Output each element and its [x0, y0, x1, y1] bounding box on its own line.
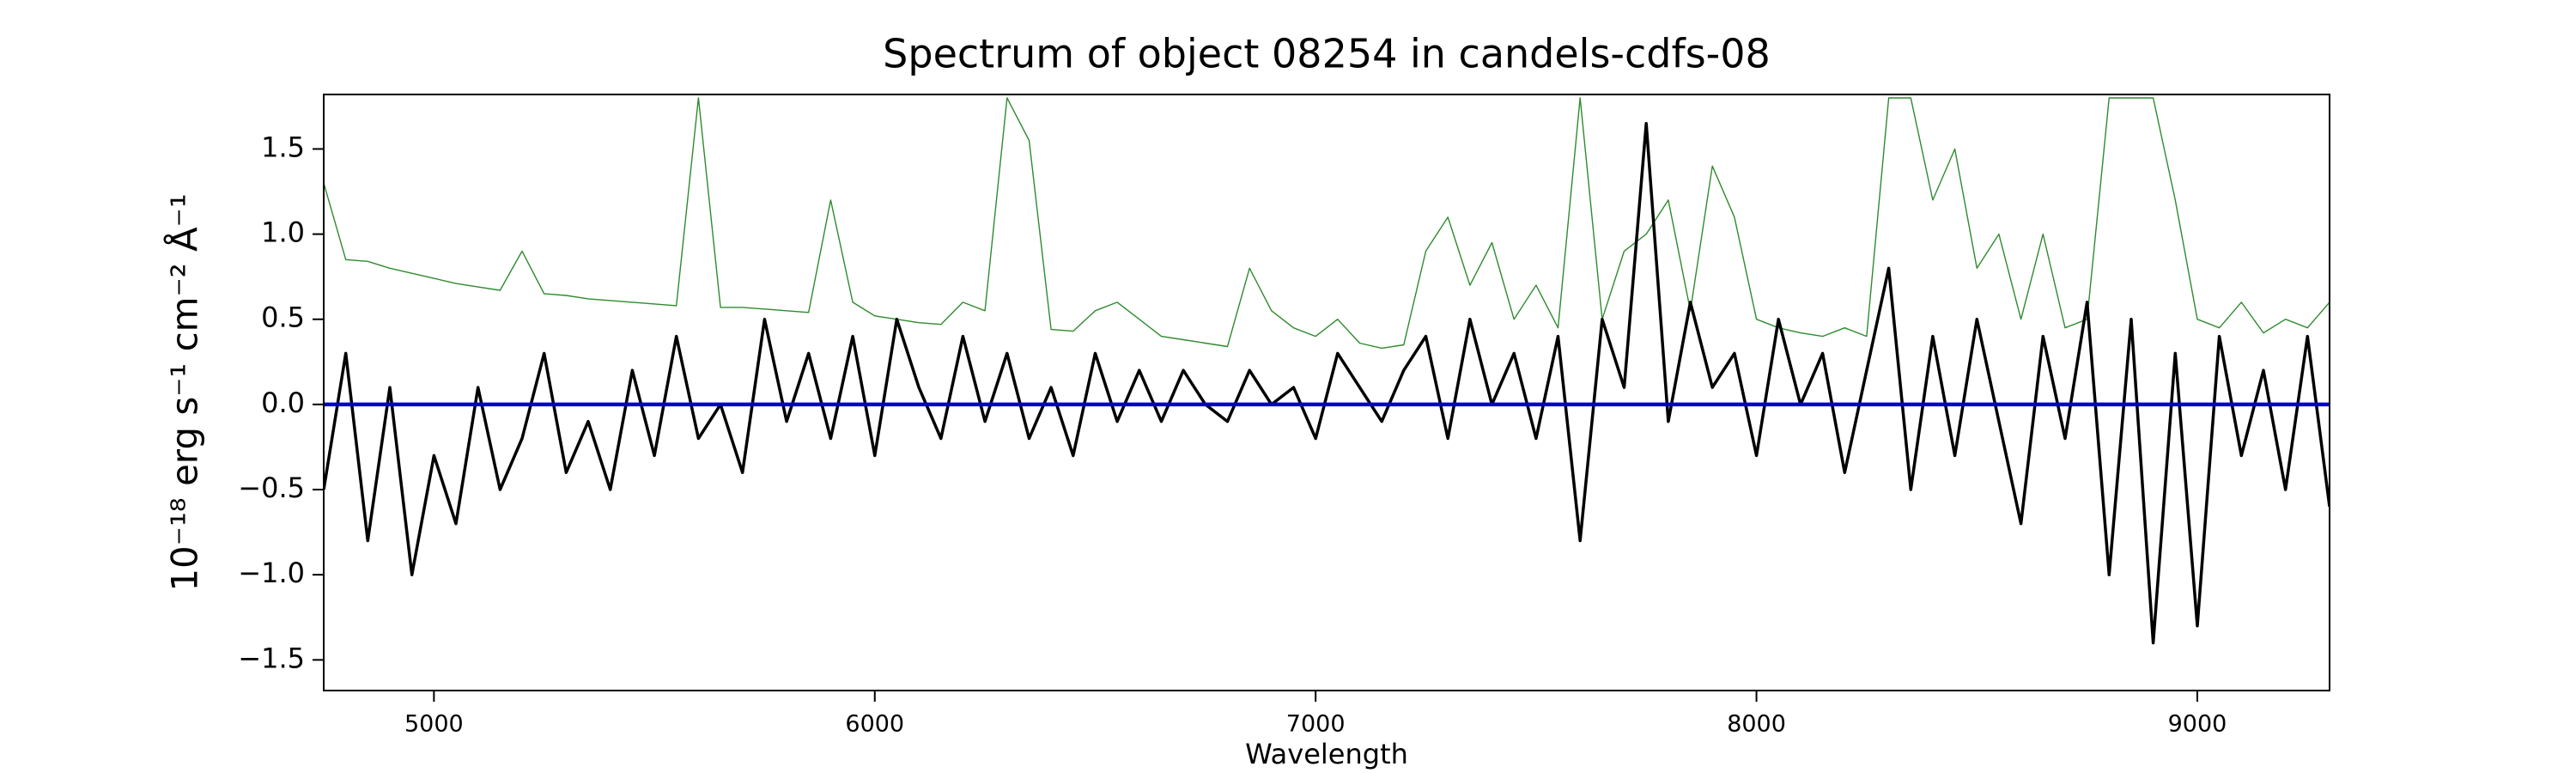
chart-title: Spectrum of object 08254 in candels-cdfs…	[883, 31, 1771, 77]
x-tick-label: 5000	[404, 711, 464, 738]
y-tick-label: −1.0	[238, 557, 305, 589]
y-tick-label: 1.5	[261, 131, 305, 163]
y-tick-label: 0.0	[261, 386, 305, 419]
y-tick-label: 0.5	[261, 301, 305, 334]
x-tick-label: 6000	[845, 711, 904, 738]
x-axis-label: Wavelength	[1245, 738, 1408, 770]
y-tick-label: −1.5	[238, 642, 305, 674]
y-tick-label: −0.5	[238, 472, 305, 504]
x-tick-label: 8000	[1727, 711, 1786, 738]
spectrum-line	[324, 97, 2330, 350]
y-axis-label: 10⁻¹⁸ erg s⁻¹ cm⁻² Å⁻¹	[163, 193, 206, 591]
x-tick-label: 9000	[2168, 711, 2227, 738]
spectrum-line	[324, 121, 2330, 645]
y-tick-label: 1.0	[261, 216, 305, 249]
plot-frame	[323, 94, 2330, 691]
x-tick-label: 7000	[1286, 711, 1346, 738]
